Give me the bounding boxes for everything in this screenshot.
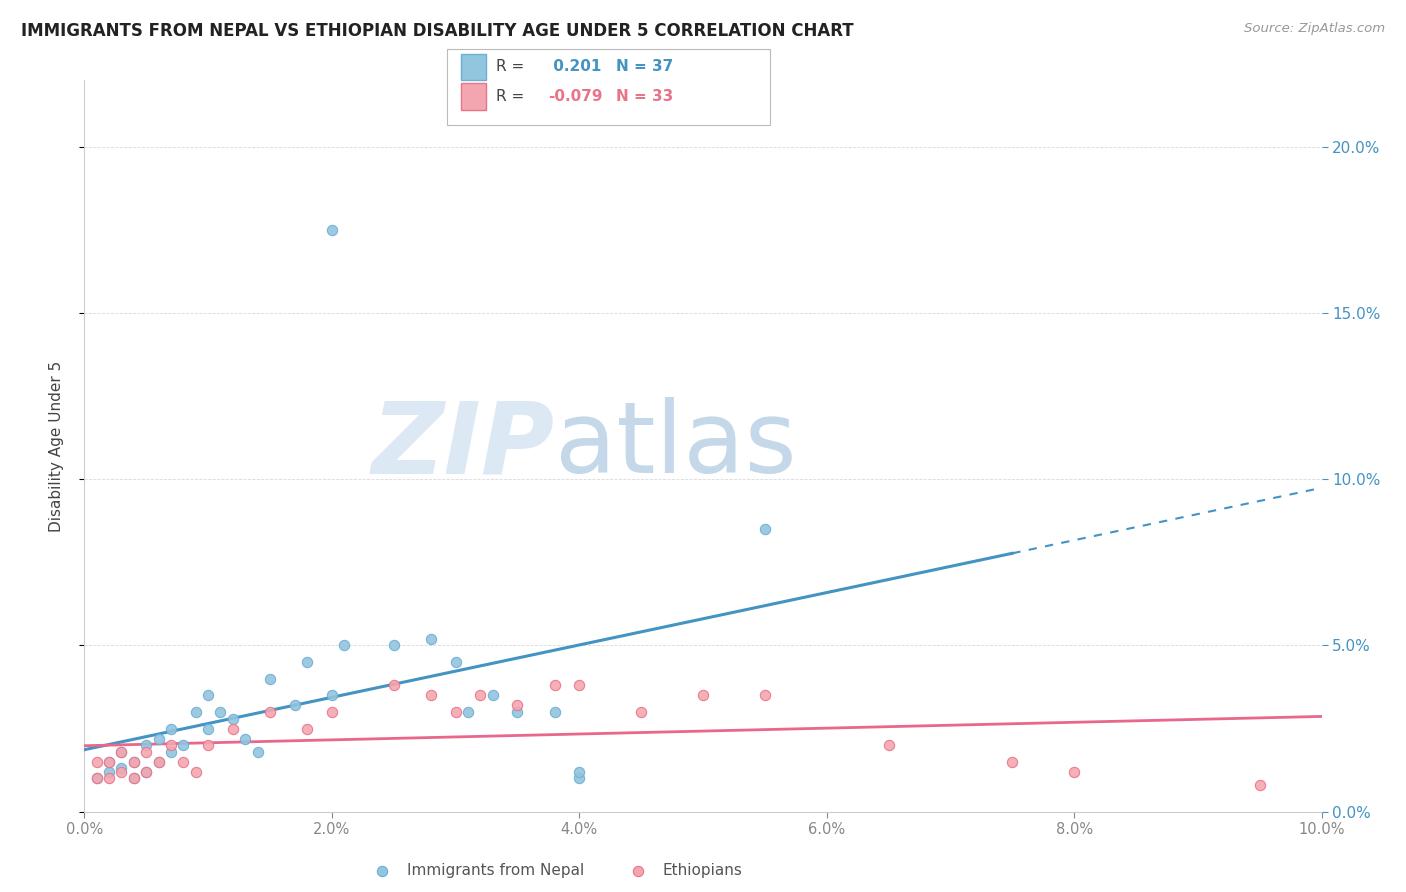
Point [295,722,318,736]
Text: ZIP: ZIP [371,398,554,494]
Point [444,655,467,669]
Point [172,738,194,752]
Text: 0.201: 0.201 [548,60,602,74]
Point [160,745,183,759]
Point [284,698,307,713]
Point [98,755,121,769]
Point [259,672,281,686]
Point [148,731,170,746]
Point [86,755,108,769]
Point [543,705,565,719]
Point [568,764,591,779]
Point [1249,778,1271,792]
Point [122,772,145,786]
Point [470,689,492,703]
Text: R =: R = [496,89,530,103]
Point [172,755,194,769]
Text: -0.079: -0.079 [548,89,603,103]
Text: atlas: atlas [554,398,796,494]
Point [110,762,132,776]
Point [321,705,343,719]
Point [321,689,343,703]
Point [568,772,591,786]
Point [543,678,565,692]
Point [419,689,441,703]
Point [295,655,318,669]
Point [98,755,121,769]
Text: R =: R = [496,60,530,74]
Point [419,632,441,646]
Text: N = 37: N = 37 [616,60,673,74]
Text: IMMIGRANTS FROM NEPAL VS ETHIOPIAN DISABILITY AGE UNDER 5 CORRELATION CHART: IMMIGRANTS FROM NEPAL VS ETHIOPIAN DISAB… [21,22,853,40]
Point [259,705,281,719]
Point [122,755,145,769]
Point [222,712,245,726]
Point [197,722,219,736]
Point [135,764,157,779]
Point [506,705,529,719]
Point [122,772,145,786]
Point [135,745,157,759]
Point [98,764,121,779]
Point [122,755,145,769]
Point [382,678,405,692]
Point [1063,764,1085,779]
Text: N = 33: N = 33 [616,89,673,103]
Point [382,639,405,653]
Point [86,772,108,786]
Text: Source: ZipAtlas.com: Source: ZipAtlas.com [1244,22,1385,36]
Point [110,764,132,779]
Point [135,764,157,779]
Point [246,745,269,759]
Point [754,689,776,703]
Point [197,738,219,752]
Point [568,678,591,692]
Point [86,772,108,786]
Point [321,223,343,237]
Point [1001,755,1024,769]
Point [692,689,714,703]
Point [481,689,503,703]
Point [754,522,776,536]
Point [197,689,219,703]
Point [333,639,356,653]
Point [457,705,479,719]
Point [184,764,207,779]
Point [148,755,170,769]
Point [110,745,132,759]
Point [877,738,900,752]
Point [98,772,121,786]
Point [160,738,183,752]
Y-axis label: Disability Age Under 5: Disability Age Under 5 [49,360,63,532]
Point [160,722,183,736]
Point [209,705,232,719]
Point [222,722,245,736]
Point [135,738,157,752]
Point [630,705,652,719]
Point [184,705,207,719]
Legend: Immigrants from Nepal, Ethiopians: Immigrants from Nepal, Ethiopians [361,857,748,885]
Point [233,731,256,746]
Point [148,755,170,769]
Point [444,705,467,719]
Point [110,745,132,759]
Point [506,698,529,713]
